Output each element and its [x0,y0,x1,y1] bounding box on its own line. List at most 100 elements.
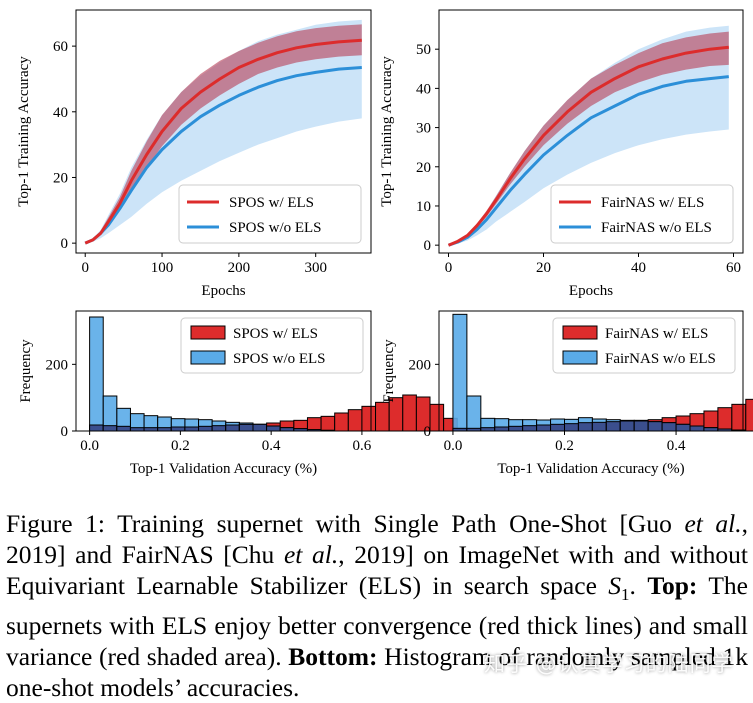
caption-etal-1: et al. [684,509,742,538]
hist-bar-with-els [402,394,417,432]
hist-bar-without-els [89,316,104,432]
hist-bar-overlap [591,421,607,432]
x-tick-label: 0.2 [171,438,190,454]
hist-bar-overlap [225,424,240,432]
y-tick-label: 20 [53,170,68,186]
caption-text-1: Training supernet with Single Path One-S… [105,509,685,538]
legend-swatch [562,350,598,365]
hist-bar-overlap [211,425,227,432]
y-axis-label: Top-1 Training Accuracy [16,56,32,207]
hist-bar-overlap [170,426,186,432]
variance-band-without-els [448,25,729,246]
caption-space-symbol: S [608,571,622,600]
x-axis-label: Top-1 Validation Accuracy (%) [497,461,684,477]
y-tick-label: 30 [416,121,431,137]
legend: FairNAS w/ ELS FairNAS w/o ELS [552,317,736,374]
y-tick-label: 20 [416,160,431,176]
legend-swatch [190,325,226,340]
x-tick-label: 40 [631,260,646,276]
legend-label: FairNAS w/ ELS [601,195,704,211]
caption-bottom-label: Bottom: [288,642,378,672]
y-tick-label: 0 [424,424,432,440]
legend-label: SPOS w/o ELS [233,351,326,367]
hist-bar-overlap [605,421,621,432]
legend-box [552,317,736,374]
plot-frame [438,9,744,254]
x-tick-label: 60 [726,260,741,276]
plot-frame [75,310,372,432]
series-line-without-els [448,75,729,247]
x-tick-label: 100 [151,260,174,276]
caption-text-3: , 2019] on ImageNet with and without Equ… [6,540,748,600]
y-tick-label: 40 [53,105,68,121]
hist-bar-overlap [116,425,131,432]
variance-band-with-els [85,24,362,244]
hist-bar-with-els [347,409,363,432]
y-tick-label: 50 [416,42,431,58]
x-tick-label: 0.0 [444,438,463,454]
hist-bar-with-els [745,398,753,432]
legend: SPOS w/ ELS SPOS w/o ELS [178,184,362,244]
hist-bar-with-els [429,403,445,432]
chart-fairnas_hist: 0.0 0.2 0.4 0 200 Top-1 Validation Accuracy (… [381,310,753,477]
watermark: 知乎 @认真学习的陆同学 [484,652,734,676]
legend-label: FairNAS w/ ELS [605,326,708,342]
plot-frame [75,9,372,254]
x-tick-label: 300 [304,260,327,276]
x-axis-label: Epochs [569,283,613,299]
x-tick-label: 0.0 [80,438,99,454]
legend-box [550,184,734,244]
hist-bar-overlap [550,423,566,432]
legend-label: SPOS w/ ELS [229,195,314,211]
legend: SPOS w/ ELS SPOS w/o ELS [180,317,364,374]
x-tick-label: 0 [445,260,453,276]
chart-spos_train: 0 100 200 300 0 20 40 60 Epochs Top-1 Training Ac… [16,9,372,299]
y-tick-label: 0 [61,236,69,252]
caption-etal-2: et al. [283,540,339,569]
x-axis-label: Top-1 Validation Accuracy (%) [130,461,317,477]
x-tick-label: 200 [228,260,251,276]
legend-label: SPOS w/o ELS [229,220,322,236]
x-tick-label: 0 [81,260,89,276]
hist-bar-with-els [320,415,336,432]
x-tick-label: 0.4 [262,438,281,454]
x-tick-label: 0.6 [353,438,372,454]
y-axis-label: Frequency [381,339,397,403]
legend-box [178,184,362,244]
hist-bar-overlap [266,425,281,432]
legend-label: FairNAS w/o ELS [605,351,716,367]
y-tick-label: 0 [424,238,432,254]
hist-bar-without-els [466,395,482,432]
hist-bar-overlap [633,420,649,432]
hist-bar-overlap [198,425,213,432]
hist-bar-overlap [184,426,200,432]
legend-label: SPOS w/ ELS [233,326,318,342]
caption-text-4: . [629,571,648,600]
hist-bar-overlap [522,425,538,432]
hist-bar-with-els [306,417,322,432]
series-line-with-els [447,45,729,247]
caption-space-sub: 1 [621,585,630,605]
hist-bar-with-els [717,407,733,432]
chart-fairnas_train: 0 20 40 60 0 10 20 30 40 50 Epochs Top-1 Training A… [379,9,744,299]
y-tick-label: 200 [46,357,69,373]
hist-bar-overlap [619,420,635,432]
y-tick-label: 10 [416,199,431,215]
hist-bar-overlap [577,422,593,432]
series-line-with-els [84,38,362,245]
hist-bar-overlap [238,423,254,432]
legend-swatch [562,325,598,340]
chart-spos_hist: 0.0 0.2 0.4 0.6 0 200 Top-1 Validation Accurac… [18,310,458,477]
x-axis-label: Epochs [201,283,245,299]
legend-box [180,317,364,374]
hist-bar-overlap [689,425,705,432]
hist-bar-with-els [731,403,747,432]
hist-bar-overlap [661,422,677,432]
x-tick-label: 0.4 [667,438,686,454]
hist-bar-overlap [102,425,118,432]
caption-top-label: Top: [647,571,698,600]
x-tick-label: 20 [536,260,551,276]
caption-text-2: , 2019] and FairNAS [Chu [6,509,749,569]
hist-bar-overlap [494,426,510,432]
